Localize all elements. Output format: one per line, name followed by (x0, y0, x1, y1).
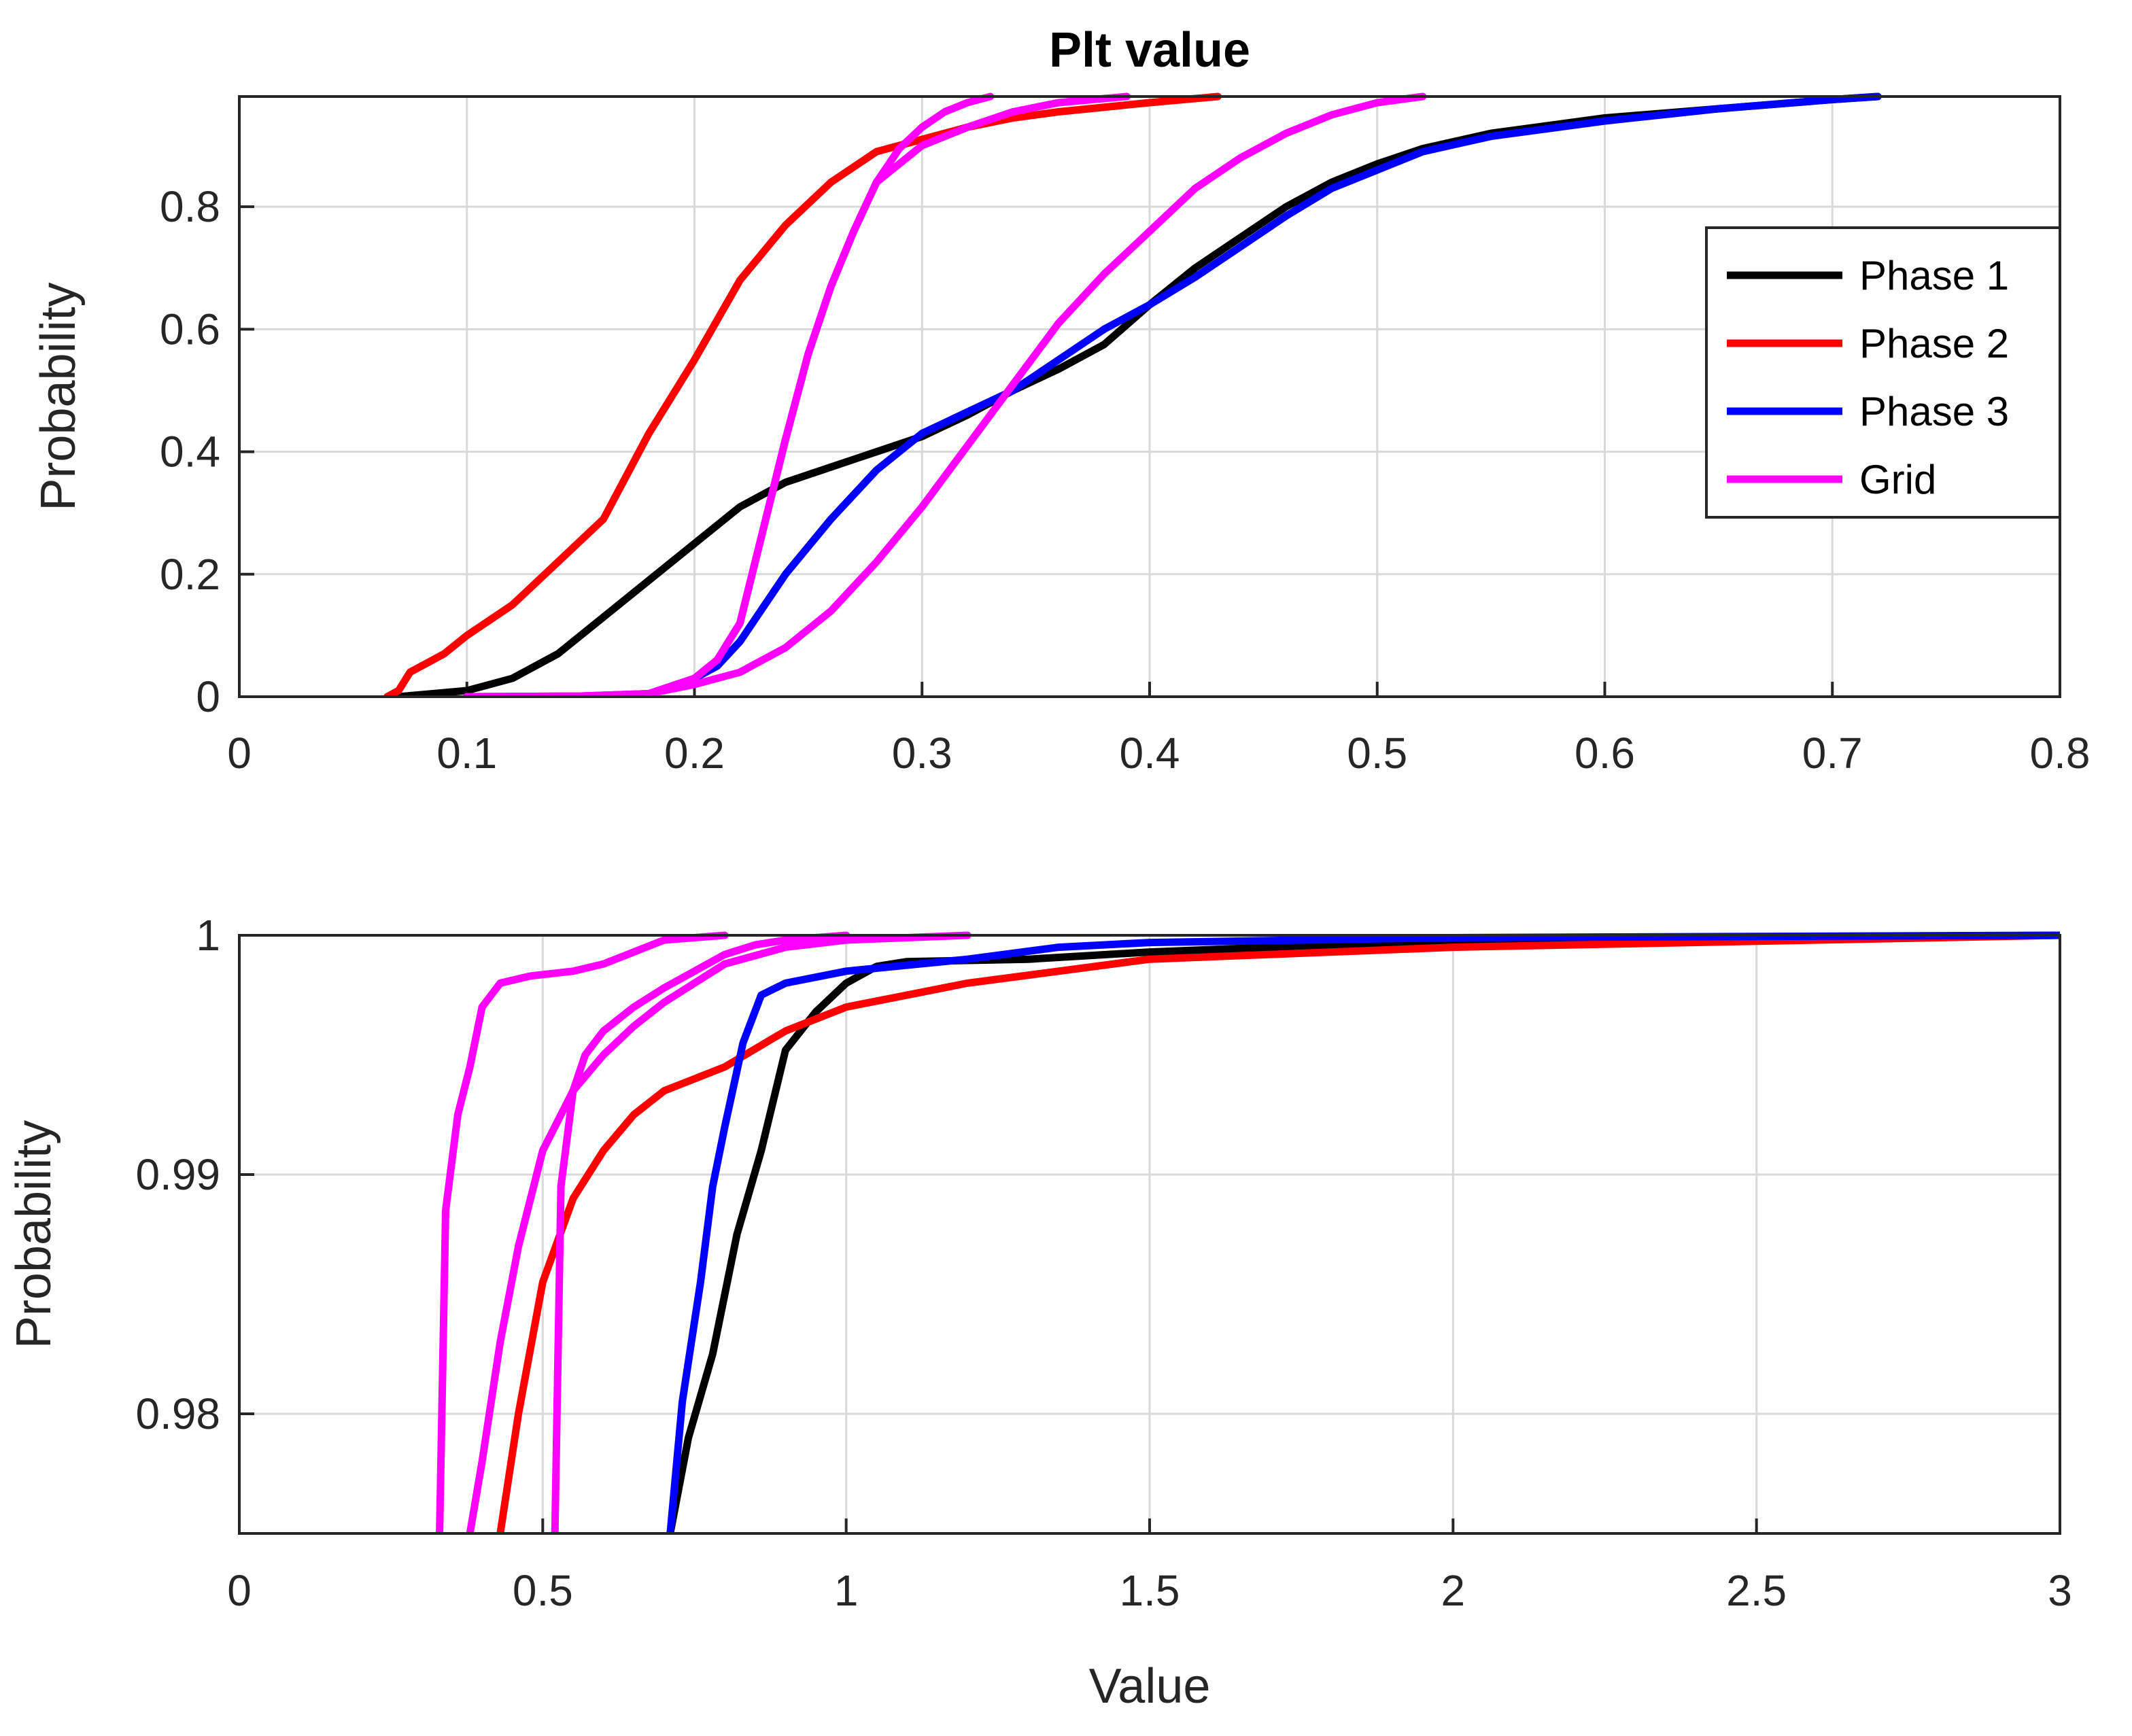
legend-label: Phase 1 (1859, 253, 2009, 298)
chart1-x-tick-label: 0.4 (1120, 729, 1180, 778)
chart2-series-phase-3 (666, 931, 2060, 1533)
chart2-x-tick-label: 0 (227, 1566, 252, 1615)
chart2-x-tick-label: 2.5 (1726, 1566, 1787, 1615)
chart2-series-grid (436, 931, 729, 1533)
chart1-x-tick-label: 0.8 (2030, 729, 2091, 778)
legend-label: Phase 2 (1859, 321, 2009, 366)
chart1-y-tick-label: 0.6 (160, 305, 220, 353)
chart2-series-grid (466, 931, 972, 1533)
chart2-x-tick-label: 1.5 (1120, 1566, 1180, 1615)
chart1-series-grid (463, 92, 1427, 697)
chart2-series-grid (551, 931, 850, 1533)
chart2-y-axis-label: Probability (7, 1120, 61, 1349)
legend-item-phase-2: Phase 2 (1727, 321, 2009, 366)
chart1-y-axis-label: Probability (31, 282, 86, 510)
chart2-x-tick-label: 3 (2048, 1566, 2072, 1615)
chart2-x-tick-label: 2 (1441, 1566, 1466, 1615)
chart1-series-grid (463, 92, 1131, 697)
chart1-series-phase-3 (691, 92, 1882, 682)
chart1-x-tick-label: 0.7 (1802, 729, 1863, 778)
chart1-y-tick-label: 0.2 (160, 550, 220, 599)
legend-label: Phase 3 (1859, 389, 2009, 434)
chart1-title: Plt value (1049, 23, 1250, 77)
chart2-x-tick-label: 1 (834, 1566, 859, 1615)
chart1-x-tick-label: 0.3 (892, 729, 952, 778)
chart2-x-axis-label: Value (1089, 1659, 1211, 1714)
chart1-y-tick-label: 0.8 (160, 182, 220, 231)
chart1-x-tick-label: 0.1 (436, 729, 497, 778)
chart1-series-group (383, 92, 1882, 697)
legend-label: Grid (1859, 457, 1936, 502)
bottom-chart: 0 0.5 1 1.5 2 2.5 3 0.98 0.99 1 Value Probability (7, 911, 2072, 1714)
chart2-series-phase-2 (496, 931, 2060, 1533)
chart1-x-tick-label: 0.6 (1575, 729, 1635, 778)
legend-item-phase-3: Phase 3 (1727, 389, 2009, 434)
chart1-x-tick-label: 0.5 (1347, 729, 1407, 778)
legend-item-grid: Grid (1727, 457, 1936, 502)
chart1-y-tick-label: 0 (196, 672, 220, 721)
chart1-y-tick-label: 0.4 (160, 428, 220, 476)
chart2-series-group (436, 931, 2060, 1533)
chart1-x-tick-label: 0 (227, 729, 252, 778)
chart2-y-tick-label: 1 (196, 911, 220, 960)
chart1-x-tick-label: 0.2 (664, 729, 725, 778)
chart2-axes-frame (238, 934, 2061, 1535)
legend: Phase 1 Phase 2 Phase 3 Grid (1705, 226, 2061, 519)
chart2-y-tick-label: 0.99 (135, 1150, 220, 1199)
chart2-series-phase-1 (666, 931, 2060, 1533)
chart2-y-tick-label: 0.98 (135, 1389, 220, 1438)
legend-item-phase-1: Phase 1 (1727, 253, 2009, 298)
chart2-x-tick-label: 0.5 (513, 1566, 573, 1615)
